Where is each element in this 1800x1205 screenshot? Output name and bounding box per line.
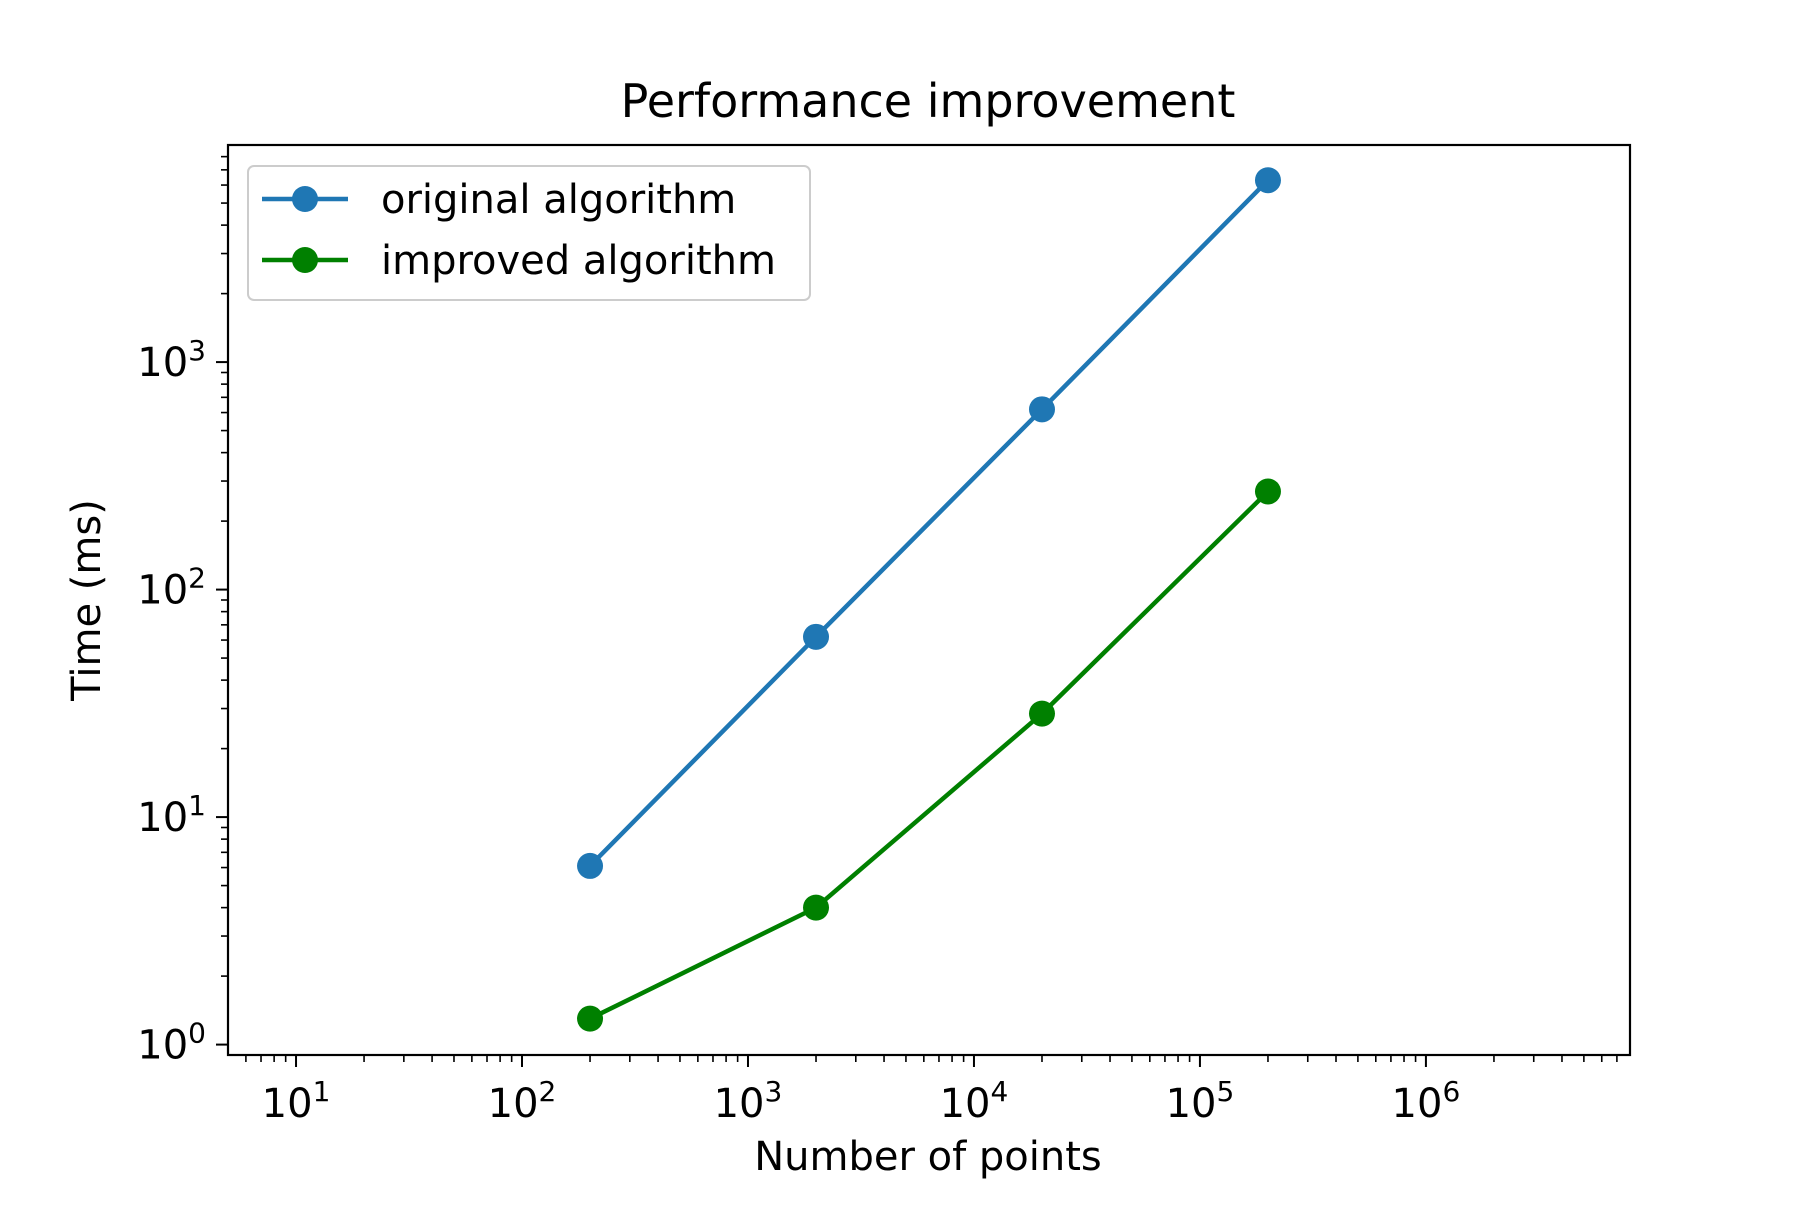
x-tick-label: 104 bbox=[940, 1075, 1009, 1127]
y-tick-label: 103 bbox=[137, 334, 206, 386]
data-point-improved bbox=[803, 894, 830, 921]
y-tick-label-base: 10 bbox=[137, 568, 188, 614]
legend: original algorithm improved algorithm bbox=[247, 165, 811, 301]
chart-title: Performance improvement bbox=[621, 74, 1236, 128]
data-point-improved bbox=[577, 1005, 604, 1032]
x-tick-label-base: 10 bbox=[940, 1081, 991, 1127]
x-tick-label-exponent: 5 bbox=[1216, 1075, 1234, 1108]
x-axis-label: Number of points bbox=[754, 1134, 1102, 1180]
x-tick-label-exponent: 6 bbox=[1442, 1075, 1460, 1108]
y-tick-label: 102 bbox=[137, 562, 206, 614]
y-tick-label-base: 10 bbox=[137, 795, 188, 841]
data-point-original bbox=[803, 623, 830, 650]
y-tick-label-exponent: 2 bbox=[188, 562, 206, 595]
x-tick-label-base: 10 bbox=[1166, 1081, 1217, 1127]
y-tick-label-exponent: 0 bbox=[188, 1017, 206, 1050]
x-tick-label: 106 bbox=[1392, 1075, 1461, 1127]
y-tick-label: 101 bbox=[137, 789, 206, 841]
legend-label: original algorithm bbox=[381, 177, 736, 223]
x-tick-label-exponent: 1 bbox=[313, 1075, 331, 1108]
legend-marker bbox=[292, 247, 318, 273]
x-tick-label-exponent: 2 bbox=[539, 1075, 557, 1108]
y-tick-label-exponent: 1 bbox=[188, 789, 206, 822]
x-tick-label-base: 10 bbox=[1392, 1081, 1443, 1127]
data-point-improved bbox=[1254, 478, 1281, 505]
legend-marker bbox=[292, 186, 318, 212]
data-point-original bbox=[1254, 167, 1281, 194]
y-axis-label: Time (ms) bbox=[64, 499, 110, 702]
x-tick-label-base: 10 bbox=[488, 1081, 539, 1127]
x-tick-label-exponent: 3 bbox=[765, 1075, 783, 1108]
x-tick-label: 101 bbox=[262, 1075, 331, 1127]
y-tick-label-base: 10 bbox=[137, 1023, 188, 1069]
y-tick-label-exponent: 3 bbox=[188, 334, 206, 367]
x-tick-label-base: 10 bbox=[262, 1081, 313, 1127]
series-line-improved bbox=[589, 489, 1270, 1021]
x-tick-label: 102 bbox=[488, 1075, 557, 1127]
legend-box bbox=[247, 165, 811, 301]
x-tick-label: 105 bbox=[1166, 1075, 1235, 1127]
data-point-improved bbox=[1028, 700, 1055, 727]
x-tick-label-base: 10 bbox=[714, 1081, 765, 1127]
y-tick-label-base: 10 bbox=[137, 340, 188, 386]
x-tick-label: 103 bbox=[714, 1075, 783, 1127]
x-tick-label-exponent: 4 bbox=[991, 1075, 1009, 1108]
data-point-original bbox=[577, 852, 604, 879]
data-point-original bbox=[1028, 396, 1055, 423]
series-line-original bbox=[588, 178, 1270, 868]
legend-label: improved algorithm bbox=[381, 238, 776, 284]
y-tick-label: 100 bbox=[137, 1017, 206, 1069]
